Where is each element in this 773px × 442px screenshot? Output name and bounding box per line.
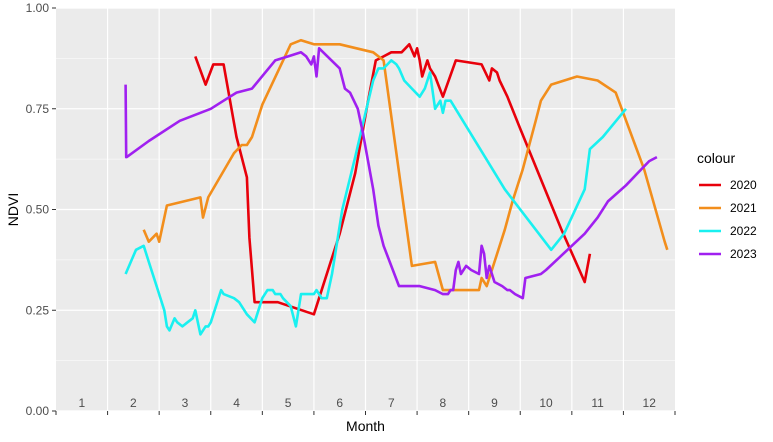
month-label: 8 [440,396,447,410]
month-label: 7 [388,396,395,410]
y-axis: 0.00 0.25 0.50 0.75 1.00 [26,1,56,418]
legend-label-2022: 2022 [730,224,757,238]
series-line-2021 [142,38,669,292]
legend-title: colour [697,150,735,166]
major-gridlines [56,7,675,412]
month-label: 9 [491,396,498,410]
month-label: 1 [78,396,85,410]
legend-items: 2020 2021 2022 2023 [699,178,757,261]
y-tick-label: 0.50 [26,203,50,217]
month-label: 2 [130,396,137,410]
series-line-2020 [194,42,592,316]
legend-label-2021: 2021 [730,201,757,215]
month-label: 10 [539,396,553,410]
y-tick-label: 0.25 [26,303,50,317]
y-tick-label: 0.00 [26,404,50,418]
x-axis [55,411,676,415]
x-axis-title: Month [346,418,385,434]
y-tick-label: 1.00 [26,1,50,15]
month-label: 5 [285,396,292,410]
y-tick-label: 0.75 [26,102,50,116]
series-lines [124,38,669,336]
series-line-2022 [124,59,628,336]
legend-label-2023: 2023 [730,247,757,261]
month-label: 3 [182,396,189,410]
month-label: 11 [591,396,604,410]
month-tick-labels: 1 2 3 4 5 6 7 8 9 10 11 12 [78,396,656,410]
series-line-2023 [124,46,658,300]
y-axis-title: NDVI [5,193,21,226]
legend: colour 2020 2021 2022 2023 [697,150,757,261]
month-label: 6 [336,396,343,410]
legend-label-2020: 2020 [730,178,757,192]
month-label: 12 [643,396,657,410]
month-label: 4 [233,396,240,410]
